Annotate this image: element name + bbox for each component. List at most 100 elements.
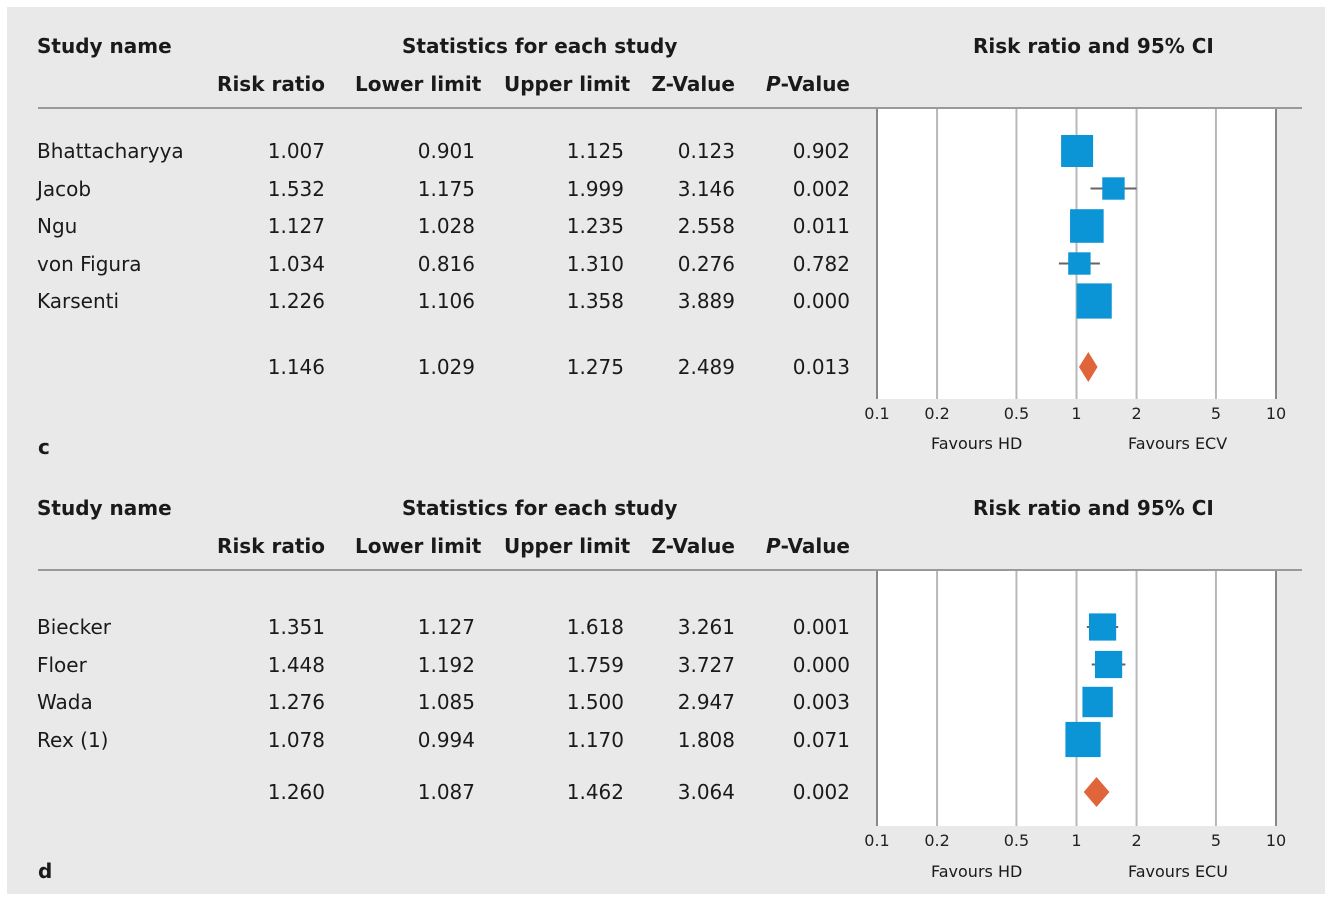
study-square (1082, 686, 1113, 718)
x-tick-label: 0.2 (924, 404, 949, 423)
row-lower: 0.994 (417, 727, 475, 752)
row-p: 0.002 (792, 176, 850, 201)
study-square (1094, 650, 1123, 679)
row-upper: 1.170 (566, 727, 624, 752)
summary-lower: 1.087 (417, 780, 475, 804)
row-p: 0.000 (792, 289, 850, 313)
col-lower-limit: Lower limit (355, 534, 482, 558)
summary-p: 0.013 (792, 355, 850, 379)
row-z: 3.146 (677, 176, 735, 201)
plot-header: Risk ratio and 95% CI (973, 34, 1214, 58)
study-name: Rex (1) (37, 727, 109, 752)
row-lower: 1.106 (417, 289, 475, 313)
col-z-value: Z-Value (651, 72, 735, 96)
study-name-header: Study name (37, 34, 172, 58)
x-tick-label: 0.5 (1004, 831, 1029, 850)
row-rr: 1.007 (267, 139, 325, 163)
study-name: Bhattacharyya (37, 139, 184, 163)
stats-header: Statistics for each study (402, 34, 678, 58)
row-lower: 1.127 (417, 615, 475, 639)
summary-diamond (1083, 777, 1110, 807)
col-lower-limit: Lower limit (355, 72, 482, 96)
plot-header: Risk ratio and 95% CI (973, 496, 1214, 520)
favours-right-label: Favours ECV (1128, 434, 1228, 453)
study-square (1102, 177, 1125, 200)
x-tick-label: 5 (1211, 831, 1221, 850)
panel-label: c (38, 435, 50, 459)
summary-z: 3.064 (677, 780, 735, 804)
row-z: 0.276 (677, 251, 735, 276)
summary-diamond (1078, 352, 1098, 382)
summary-rr: 1.146 (267, 355, 325, 379)
study-square (1070, 209, 1104, 243)
favours-right-label: Favours ECU (1128, 862, 1228, 881)
summary-rr: 1.260 (267, 780, 325, 804)
x-tick-label: 0.2 (924, 831, 949, 850)
row-rr: 1.078 (267, 727, 325, 752)
row-p: 0.902 (792, 139, 850, 163)
x-tick-label: 2 (1131, 404, 1141, 423)
summary-z: 2.489 (677, 355, 735, 379)
row-p: 0.003 (792, 690, 850, 714)
row-z: 3.889 (677, 289, 735, 313)
x-tick-label: 1 (1071, 404, 1081, 423)
row-z: 1.808 (677, 727, 735, 752)
x-tick-label: 1 (1071, 831, 1081, 850)
forest-plot-svg: 0.1 0.2 0.5 1 2 5 10 (38, 107, 1302, 423)
forest-panel-c: Study name Statistics for each study Ris… (7, 7, 1325, 459)
row-p: 0.782 (792, 251, 850, 276)
row-z: 0.123 (677, 139, 735, 163)
study-square (1088, 613, 1117, 641)
row-upper: 1.759 (566, 652, 624, 677)
row-rr: 1.127 (267, 214, 325, 238)
col-risk-ratio: Risk ratio (217, 534, 325, 558)
row-rr: 1.034 (267, 251, 325, 276)
row-upper: 1.500 (566, 690, 624, 714)
study-name: Biecker (37, 615, 111, 639)
study-name: Jacob (37, 176, 92, 201)
row-lower: 1.175 (417, 176, 475, 201)
x-tick-label: 0.5 (1004, 404, 1029, 423)
row-p: 0.000 (792, 652, 850, 677)
stats-header: Statistics for each study (402, 496, 678, 520)
forest-plot-svg: 0.1 0.2 0.5 1 2 5 10 (38, 569, 1302, 850)
row-lower: 1.192 (417, 652, 475, 677)
study-square (1068, 252, 1091, 275)
row-upper: 1.235 (566, 214, 624, 238)
row-rr: 1.351 (267, 615, 325, 639)
row-rr: 1.226 (267, 289, 325, 313)
row-upper: 1.310 (566, 251, 624, 276)
summary-lower: 1.029 (417, 355, 475, 379)
study-square (1076, 283, 1112, 319)
row-upper: 1.618 (566, 615, 624, 639)
row-upper: 1.125 (566, 139, 624, 163)
x-tick-label: 0.1 (864, 831, 889, 850)
col-p-value: P-Value (765, 72, 850, 96)
row-lower: 0.816 (417, 251, 475, 276)
col-p-value: P-Value (765, 534, 850, 558)
row-z: 3.261 (677, 615, 735, 639)
col-risk-ratio: Risk ratio (217, 72, 325, 96)
summary-p: 0.002 (792, 780, 850, 804)
x-tick-label: 10 (1266, 404, 1286, 423)
study-name: von Figura (37, 251, 142, 276)
row-upper: 1.358 (566, 289, 624, 313)
row-rr: 1.276 (267, 690, 325, 714)
panel-label: d (38, 859, 53, 883)
row-z: 3.727 (677, 652, 735, 677)
row-z: 2.947 (677, 690, 735, 714)
x-tick-label: 2 (1131, 831, 1141, 850)
row-lower: 0.901 (417, 139, 475, 163)
col-z-value: Z-Value (651, 534, 735, 558)
study-square (1065, 721, 1101, 758)
col-upper-limit: Upper limit (504, 72, 631, 96)
study-name: Floer (37, 652, 87, 677)
figure-canvas: Study name Statistics for each study Ris… (7, 7, 1325, 894)
study-square (1061, 135, 1094, 167)
study-name: Karsenti (37, 289, 120, 313)
study-name: Wada (37, 690, 93, 714)
study-name: Ngu (37, 214, 78, 238)
row-p: 0.001 (792, 615, 850, 639)
x-tick-label: 0.1 (864, 404, 889, 423)
row-upper: 1.999 (566, 176, 624, 201)
